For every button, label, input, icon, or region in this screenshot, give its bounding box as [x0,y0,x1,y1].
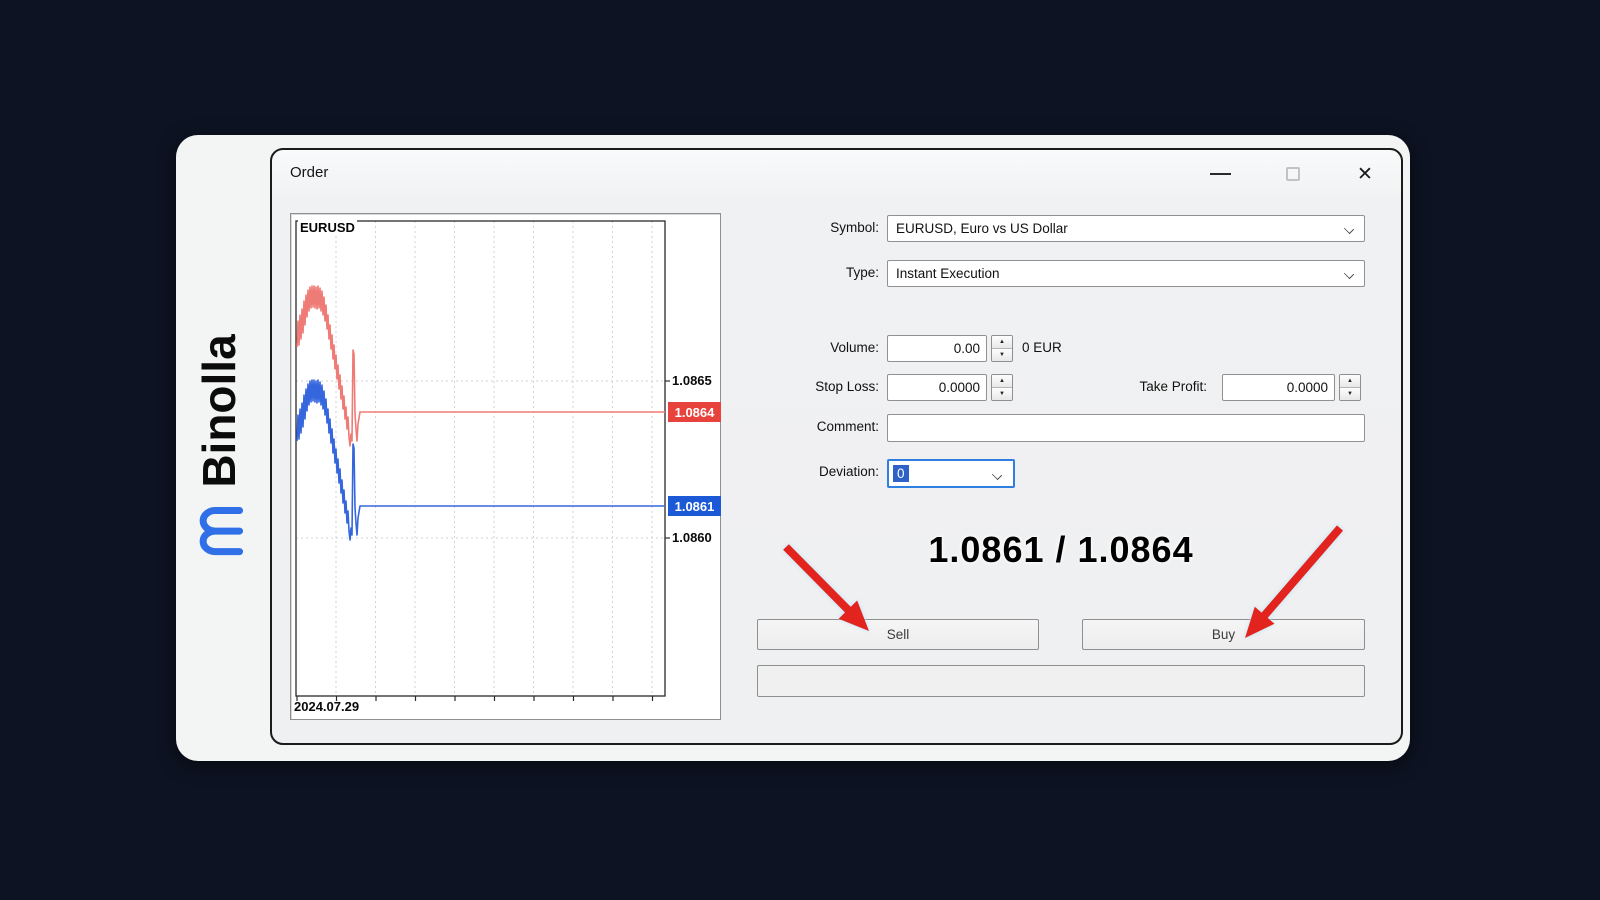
take-profit-input[interactable]: 0.0000 [1222,374,1335,401]
binolla-m-logo-icon [199,506,244,555]
symbol-value: EURUSD, Euro vs US Dollar [896,221,1068,236]
spinner-up-icon[interactable]: ▲ [992,375,1012,388]
spinner-down-icon[interactable]: ▼ [1340,388,1360,400]
take-profit-value: 0.0000 [1286,380,1328,395]
type-label: Type: [845,265,879,280]
stop-loss-input[interactable]: 0.0000 [887,374,987,401]
stop-loss-stepper[interactable]: ▲ ▼ [991,374,1013,401]
spinner-down-icon[interactable]: ▼ [992,388,1012,400]
spinner-up-icon[interactable]: ▲ [1340,375,1360,388]
sell-button[interactable]: Sell [757,619,1039,650]
volume-currency-suffix: 0 EUR [1022,340,1062,355]
brand-lockup: Binolla [189,312,249,582]
minimize-icon [1209,173,1231,175]
volume-value: 0.00 [953,341,980,356]
symbol-label: Symbol: [830,220,879,235]
chevron-down-icon [991,469,1003,481]
chart-panel: EURUSD 1.0865 1.0864 1.0861 1.0860 2024.… [290,213,721,720]
take-profit-label: Take Profit: [1139,379,1207,394]
maximize-button[interactable] [1278,160,1308,188]
comment-input[interactable] [887,414,1365,442]
close-button[interactable]: ✕ [1350,160,1380,188]
buy-button-label: Buy [1211,627,1236,642]
quote-display: 1.0861 / 1.0864 [928,529,1194,570]
chevron-down-icon [1343,223,1355,235]
stop-loss-value: 0.0000 [938,380,980,395]
chart-date-label: 2024.07.29 [294,699,360,714]
symbol-select[interactable]: EURUSD, Euro vs US Dollar [887,215,1365,242]
type-value: Instant Execution [896,266,1000,281]
deviation-label: Deviation: [818,464,879,479]
comment-label: Comment: [816,419,879,434]
ask-price-badge: 1.0864 [668,402,721,422]
buy-button[interactable]: Buy [1082,619,1365,650]
minimize-button[interactable] [1205,160,1235,188]
deviation-value: 0 [893,465,909,482]
price-scale-lower: 1.0860 [672,530,712,545]
spinner-down-icon[interactable]: ▼ [992,349,1012,361]
sell-button-label: Sell [886,627,910,642]
chevron-down-icon [1343,268,1355,280]
price-chart [295,220,670,701]
close-icon: ✕ [1357,163,1373,185]
take-profit-stepper[interactable]: ▲ ▼ [1339,374,1361,401]
maximize-icon [1286,167,1300,181]
order-dialog: Order ✕ EURUSD 1.0865 1.0864 1.0861 1.08… [270,148,1403,745]
order-status-bar [757,665,1365,697]
spinner-up-icon[interactable]: ▲ [992,336,1012,349]
stop-loss-label: Stop Loss: [815,379,879,394]
dialog-title: Order [290,164,329,181]
brand-name: Binolla [193,334,245,488]
price-scale-upper: 1.0865 [672,373,712,388]
volume-stepper[interactable]: ▲ ▼ [991,335,1013,362]
volume-input[interactable]: 0.00 [887,335,987,362]
type-select[interactable]: Instant Execution [887,260,1365,287]
bid-price-badge: 1.0861 [668,496,721,516]
chart-symbol-label: EURUSD [298,220,357,235]
deviation-combo[interactable]: 0 [887,459,1015,488]
volume-label: Volume: [830,340,879,355]
